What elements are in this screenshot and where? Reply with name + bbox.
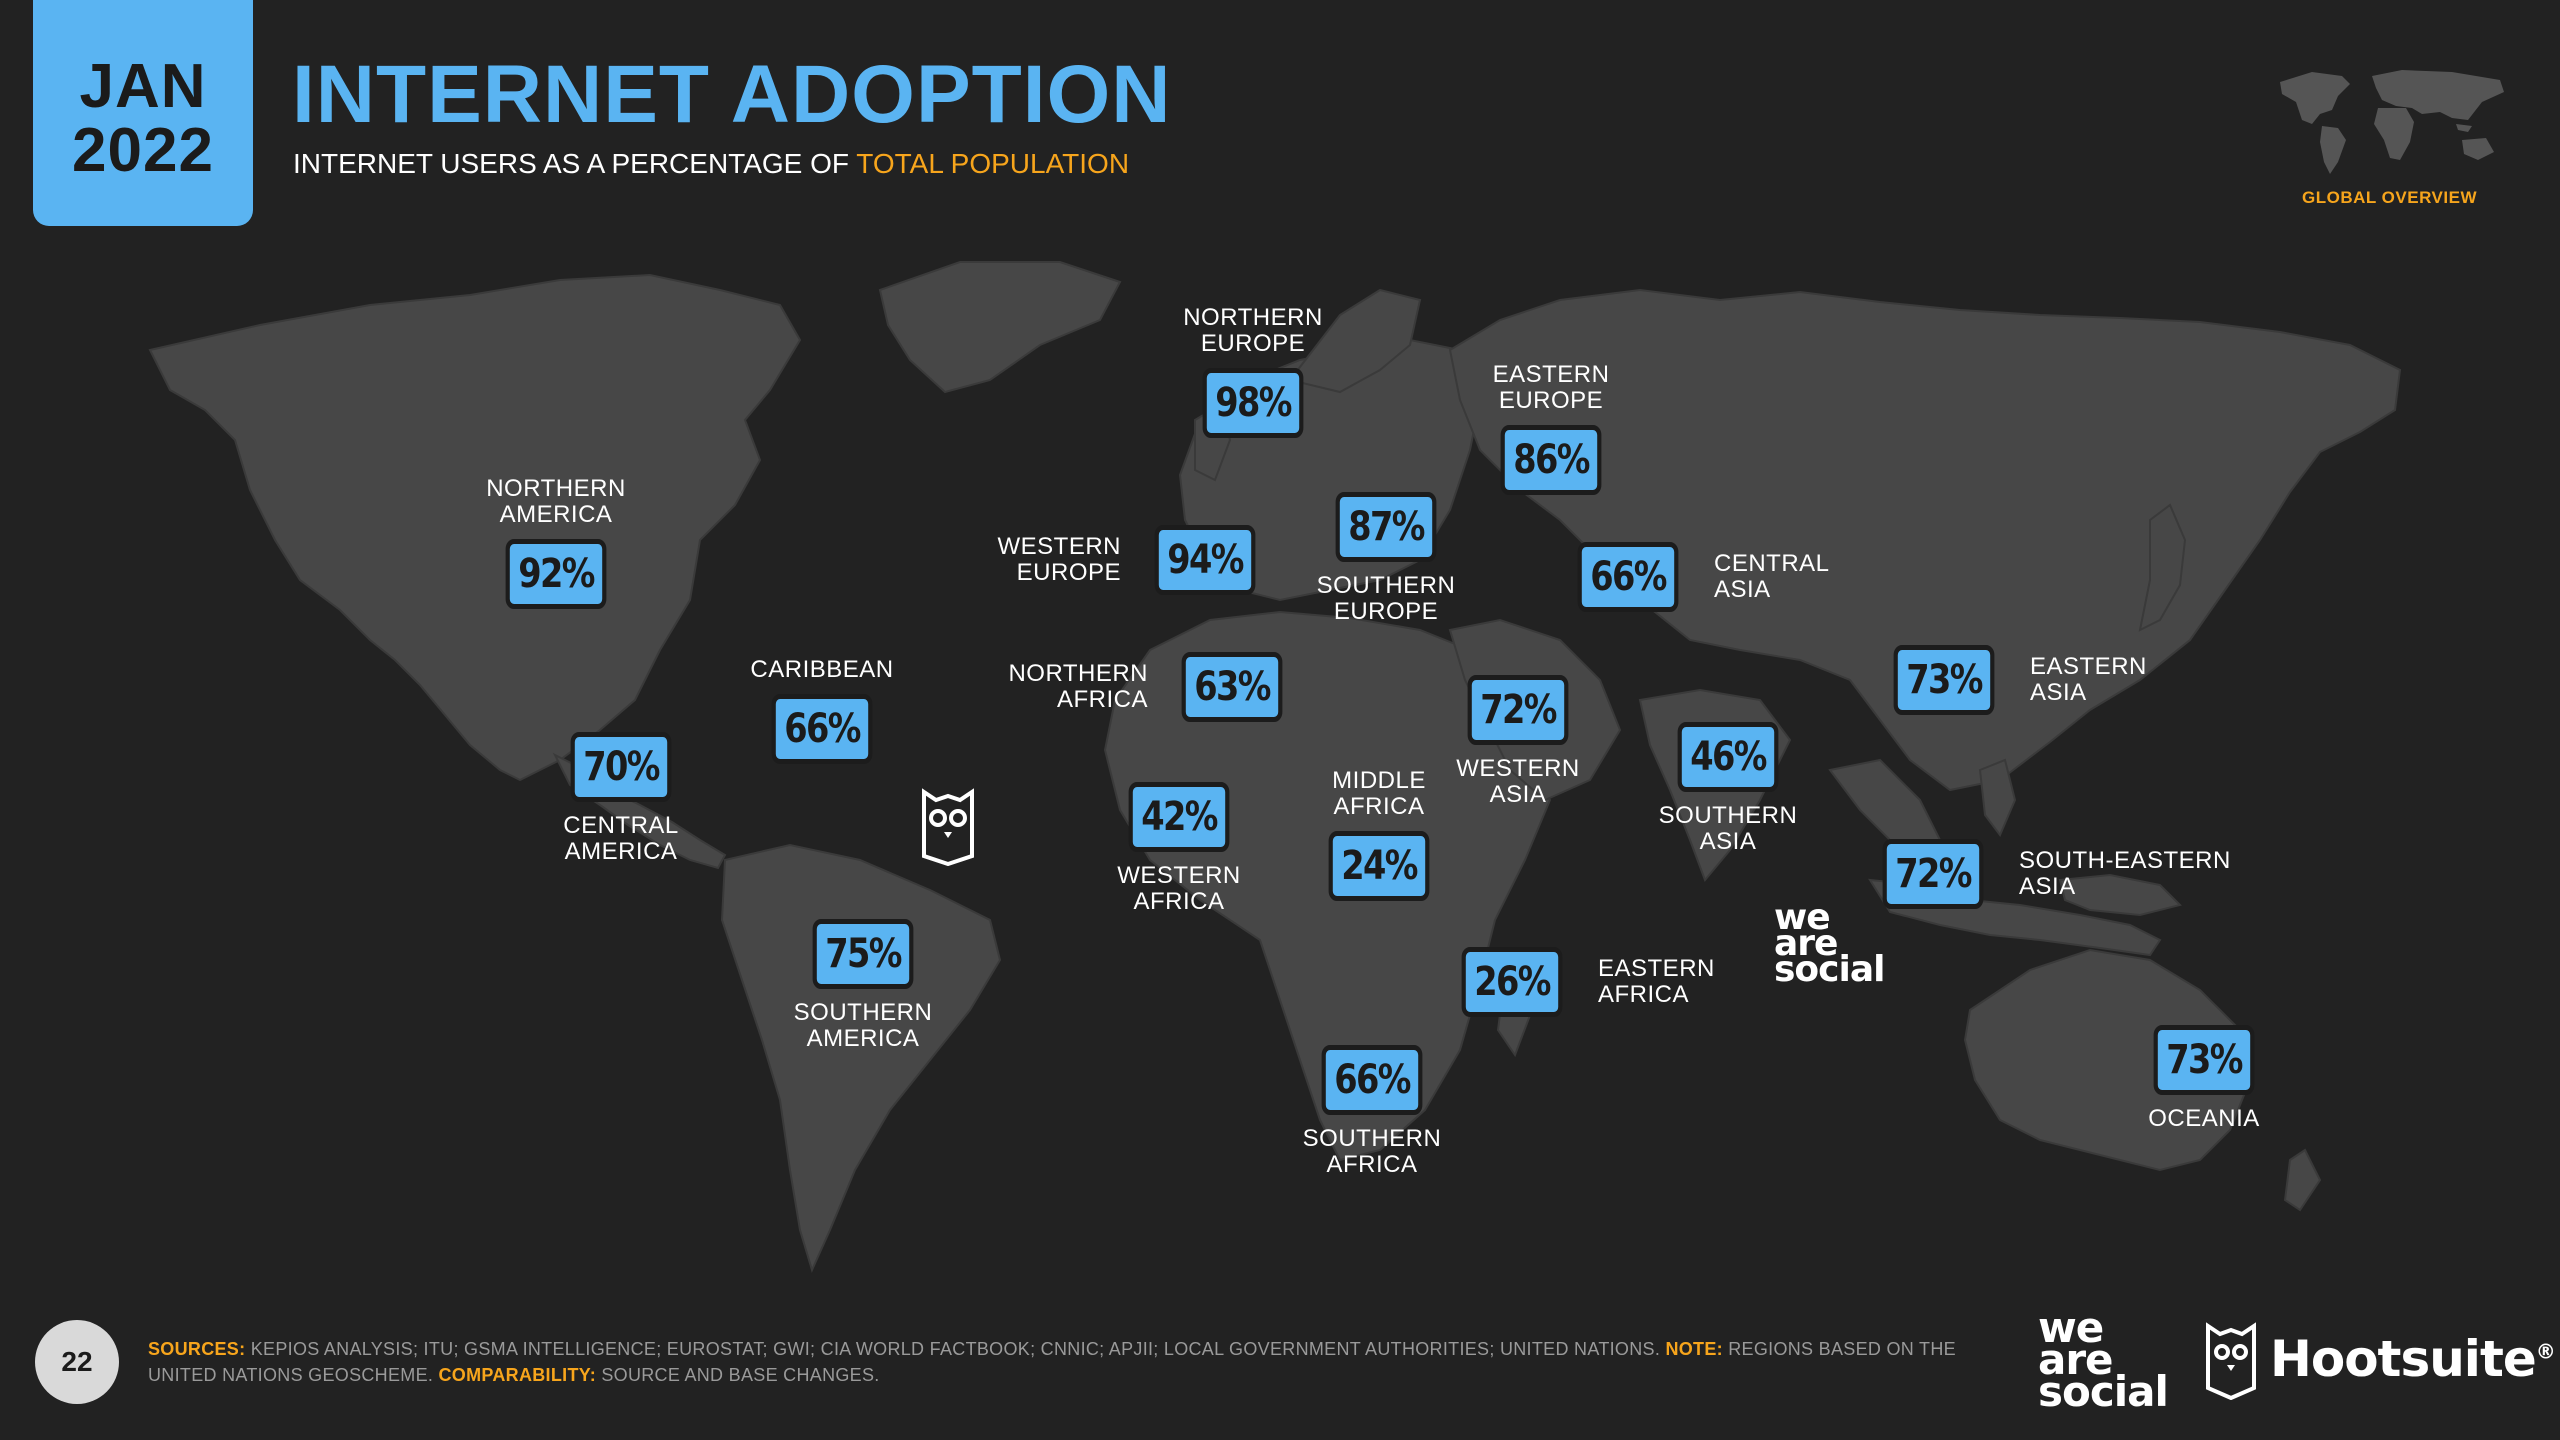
we-are-social-word: social	[1774, 949, 1885, 990]
land-australia	[1963, 948, 2252, 1172]
footer-sources: SOURCES: KEPIOS ANALYSIS; ITU; GSMA INTE…	[148, 1336, 2008, 1388]
region-label: WESTERN EUROPE	[997, 533, 1121, 586]
region-label: MIDDLE AFRICA	[1332, 767, 1426, 820]
hootsuite-wordmark: Hootsuite®	[2270, 1330, 2556, 1388]
region-southern-africa: 66% SOUTHERN AFRICA	[1303, 1045, 1441, 1178]
region-central-america: 70% CENTRAL AMERICA	[563, 732, 678, 865]
hootsuite-owl-icon	[2206, 1322, 2256, 1400]
region-label: NORTHERN EUROPE	[1183, 304, 1323, 357]
region-label: SOUTHERN AMERICA	[793, 999, 933, 1052]
hootsuite-owl-icon	[922, 788, 974, 866]
we-are-social-footer-logo: we are social	[2038, 1303, 2169, 1416]
region-value-box: 24%	[1328, 831, 1430, 901]
land-japan	[2138, 503, 2187, 632]
land-asia	[1448, 288, 2402, 792]
comparability-key: COMPARABILITY:	[438, 1365, 597, 1385]
page-subtitle: INTERNET USERS AS A PERCENTAGE OF TOTAL …	[293, 148, 1129, 180]
region-western-africa: 42% WESTERN AFRICA	[1117, 782, 1240, 915]
land-greenland	[878, 261, 1122, 394]
region-southern-europe: 87% SOUTHERN EUROPE	[1317, 492, 1455, 625]
date-month: JAN	[79, 52, 207, 121]
region-value-box: 66%	[771, 694, 873, 764]
region-value-box: 66%	[1577, 542, 1679, 612]
note-text: REGIONS BASED ON THE UNITED NATIONS GEOS…	[148, 1339, 1956, 1385]
region-western-europe: WESTERN EUROPE 94%	[998, 525, 1256, 595]
land-new-guinea	[2058, 873, 2182, 917]
global-overview-mini-map	[2280, 70, 2504, 174]
region-label: CENTRAL ASIA	[1714, 550, 1830, 603]
region-label: SOUTHERN ASIA	[1658, 802, 1798, 855]
date-badge: JAN 2022	[33, 0, 253, 226]
region-label: WESTERN ASIA	[1456, 755, 1580, 808]
region-label: EASTERN EUROPE	[1492, 361, 1610, 414]
land-new-zealand	[2283, 1148, 2322, 1212]
region-label: WESTERN AFRICA	[1117, 862, 1241, 915]
region-label: EASTERN AFRICA	[1598, 955, 1715, 1008]
subtitle-main: INTERNET USERS AS A PERCENTAGE OF	[293, 148, 857, 179]
region-value-box: 92%	[505, 539, 607, 609]
land-north-america	[148, 273, 802, 782]
we-are-social-word: are	[1774, 923, 1838, 964]
region-value-box: 66%	[1321, 1045, 1423, 1115]
region-southern-america: 75% SOUTHERN AMERICA	[794, 919, 932, 1052]
we-are-social-logo: we are social	[1774, 897, 1885, 990]
region-value-box: 46%	[1677, 722, 1779, 792]
we-are-social-word: are	[2038, 1335, 2114, 1384]
region-value-box: 73%	[2153, 1025, 2255, 1095]
region-label: SOUTHERN EUROPE	[1316, 572, 1456, 625]
region-central-asia: 66% CENTRAL ASIA	[1577, 542, 1829, 612]
region-value-box: 26%	[1461, 947, 1563, 1017]
date-year: 2022	[72, 116, 214, 185]
region-eastern-africa: 26% EASTERN AFRICA	[1461, 947, 1714, 1017]
region-southern-asia: 46% SOUTHERN ASIA	[1659, 722, 1797, 855]
we-are-social-word: social	[2038, 1367, 2169, 1416]
region-south-eastern-asia: 72% SOUTH-EASTERN ASIA	[1882, 839, 2230, 909]
region-middle-africa: MIDDLE AFRICA 24%	[1328, 768, 1430, 901]
global-overview-label: GLOBAL OVERVIEW	[2302, 188, 2478, 207]
region-label: CARIBBEAN	[750, 656, 894, 683]
land-scandinavia	[1288, 288, 1422, 394]
we-are-social-word: we	[2038, 1303, 2104, 1352]
region-label: OCEANIA	[2148, 1105, 2260, 1132]
region-western-asia: 72% WESTERN ASIA	[1456, 675, 1579, 808]
region-label: SOUTH-EASTERN ASIA	[2019, 847, 2231, 900]
region-label: NORTHERN AMERICA	[486, 475, 626, 528]
region-value-box: 72%	[1882, 839, 1984, 909]
region-value-box: 75%	[812, 919, 914, 989]
land-philippines	[1978, 758, 2017, 837]
page-number: 22	[35, 1320, 119, 1404]
page-title: INTERNET ADOPTION	[292, 49, 1172, 140]
region-eastern-asia: 73% EASTERN ASIA	[1893, 645, 2146, 715]
region-value-box: 87%	[1335, 492, 1437, 562]
hootsuite-logo: Hootsuite®	[2204, 1322, 2556, 1404]
region-label: SOUTHERN AFRICA	[1302, 1125, 1442, 1178]
land-south-america	[720, 843, 1002, 1273]
region-label: EASTERN ASIA	[2030, 653, 2147, 706]
registered-mark: ®	[2535, 1339, 2556, 1364]
sources-key: SOURCES:	[148, 1339, 246, 1359]
region-value-box: 63%	[1181, 652, 1283, 722]
region-northern-africa: NORTHERN AFRICA 63%	[1008, 652, 1283, 722]
sources-text: KEPIOS ANALYSIS; ITU; GSMA INTELLIGENCE;…	[245, 1339, 1666, 1359]
region-northern-europe: NORTHERN EUROPE 98%	[1183, 305, 1322, 438]
note-key: NOTE:	[1665, 1339, 1723, 1359]
region-value-box: 86%	[1500, 425, 1602, 495]
region-value-box: 72%	[1467, 675, 1569, 745]
region-value-box: 70%	[570, 732, 672, 802]
region-value-box: 42%	[1128, 782, 1230, 852]
we-are-social-word: we	[1774, 897, 1831, 938]
hootsuite-name: Hootsuite	[2270, 1330, 2537, 1388]
region-value-box: 94%	[1154, 525, 1256, 595]
region-label: NORTHERN AFRICA	[1008, 660, 1148, 713]
subtitle-highlight: TOTAL POPULATION	[856, 148, 1130, 179]
region-value-box: 73%	[1893, 645, 1995, 715]
region-oceania: 73% OCEANIA	[2148, 1025, 2259, 1132]
comparability-text: SOURCE AND BASE CHANGES.	[596, 1365, 880, 1385]
region-label: CENTRAL AMERICA	[563, 812, 679, 865]
region-caribbean: CARIBBEAN 66%	[750, 657, 893, 764]
region-eastern-europe: EASTERN EUROPE 86%	[1493, 362, 1609, 495]
region-value-box: 98%	[1202, 368, 1304, 438]
region-northern-america: NORTHERN AMERICA 92%	[486, 476, 625, 609]
